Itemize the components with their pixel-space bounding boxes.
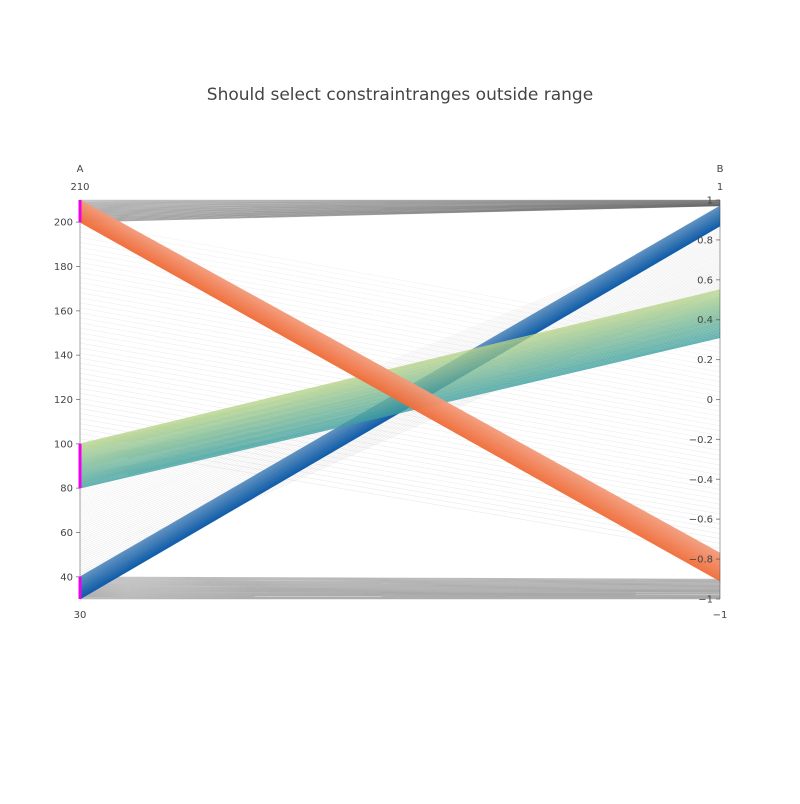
axis-range-max-label: 1 [717,182,723,193]
tick-label: 0.2 [697,355,713,366]
tick-label: 100 [54,439,73,450]
line-group-6 [80,200,720,222]
tick-label: −1 [698,595,713,606]
axis-range-max-label: 210 [70,182,89,193]
data-line [80,331,720,482]
tick-label: 40 [60,572,73,583]
tick-label: −0.4 [689,475,713,486]
tick-label: 120 [54,395,73,406]
data-line [80,296,720,450]
tick-label: −0.2 [689,435,713,446]
axis-range-min-label: 30 [74,610,87,621]
data-line [80,329,720,480]
constraint-range-bar[interactable] [79,444,82,488]
tick-label: 0.4 [697,315,713,326]
tick-label: 80 [60,484,73,495]
constraint-range-bar[interactable] [79,577,82,599]
tick-label: 160 [54,306,73,317]
constraint-range-bar[interactable] [79,200,82,222]
data-line [80,297,720,451]
highlighted-lines [80,200,720,599]
chart-title: Should select constraintranges outside r… [207,85,593,105]
axis-a[interactable]: A 210 30 40 60 80 100 120 140 160 180 200 [54,164,90,621]
tick-label: 0 [707,395,713,406]
tick-label: 200 [54,218,73,229]
data-line [80,295,720,449]
tick-label: 0.6 [697,275,713,286]
tick-label: 140 [54,351,73,362]
data-line [80,328,720,479]
tick-label: −0.6 [689,515,713,526]
tick-label: 180 [54,262,73,273]
data-line [80,333,720,484]
line-group-3 [80,577,720,599]
axis-range-min-label: −1 [713,610,728,621]
tick-label: −0.8 [689,555,713,566]
data-line [80,290,720,444]
axis-title[interactable]: B [717,164,724,175]
axis-title[interactable]: A [77,164,84,175]
tick-label: 0.8 [697,235,713,246]
data-line [80,335,720,486]
data-line [80,200,720,553]
tick-label: 60 [60,528,73,539]
tick-label: 1 [707,196,713,207]
